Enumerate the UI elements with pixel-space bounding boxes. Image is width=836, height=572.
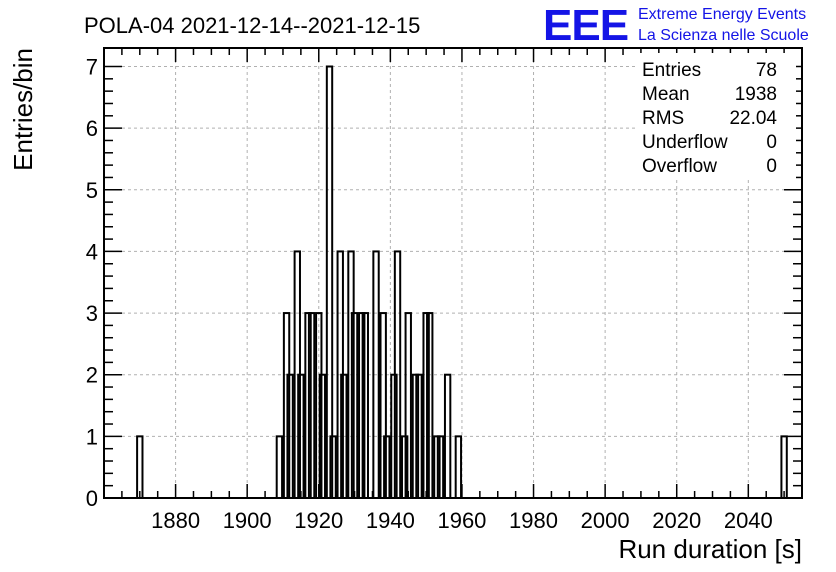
stats-value-mean: 1938: [735, 84, 777, 105]
y-axis-ticks: 0 1 2 3 4 5 6 7: [86, 54, 802, 511]
x-tick-label-2000: 2000: [581, 508, 630, 533]
stats-label-mean: Mean: [642, 84, 690, 105]
x-tick-label-1900: 1900: [223, 508, 272, 533]
y-tick-label-7: 7: [86, 54, 98, 79]
y-tick-label-1: 1: [86, 424, 98, 449]
eee-logo-mark: EEE: [543, 1, 628, 50]
x-tick-label-1940: 1940: [366, 508, 415, 533]
x-tick-label-1960: 1960: [437, 508, 486, 533]
x-tick-label-1920: 1920: [294, 508, 343, 533]
stats-value-overflow: 0: [766, 156, 777, 177]
y-tick-label-4: 4: [86, 239, 98, 264]
y-tick-label-6: 6: [86, 116, 98, 141]
x-tick-label-2020: 2020: [652, 508, 701, 533]
histogram-bin-1870: [136, 435, 144, 500]
x-axis-label: Run duration [s]: [618, 534, 802, 564]
grid: [104, 48, 802, 498]
y-tick-label-3: 3: [86, 301, 98, 326]
histogram-bin-1923: [325, 65, 334, 499]
stats-label-entries: Entries: [642, 60, 701, 81]
stats-label-rms: RMS: [642, 108, 684, 129]
eee-logo-line2: La Scienza nelle Scuole: [638, 27, 809, 44]
stats-label-underflow: Underflow: [642, 132, 728, 153]
x-tick-label-1880: 1880: [151, 508, 200, 533]
histogram-bin-1909: [275, 435, 284, 500]
histogram-bin-2050: [780, 435, 788, 500]
chart-title: POLA-04 2021-12-14--2021-12-15: [84, 13, 420, 38]
stats-value-underflow: 0: [766, 132, 777, 153]
x-axis-ticks: 1880 1900 1920 1940 1960 1980 2000 2020 2040: [103, 48, 803, 533]
eee-logo: EEE Extreme Energy Events La Scienza nel…: [543, 1, 809, 50]
y-tick-label-5: 5: [86, 178, 98, 203]
eee-logo-line1: Extreme Energy Events: [638, 6, 806, 23]
y-axis-label: Entries/bin: [8, 48, 38, 171]
x-tick-label-2040: 2040: [724, 508, 773, 533]
stats-value-entries: 78: [756, 60, 777, 81]
stats-label-overflow: Overflow: [642, 156, 717, 177]
y-tick-label-0: 0: [86, 486, 98, 511]
stats-value-rms: 22.04: [729, 108, 777, 129]
histogram-bin-1959: [454, 435, 463, 500]
y-tick-label-2: 2: [86, 363, 98, 388]
x-tick-label-1980: 1980: [509, 508, 558, 533]
stats-box-bg: [636, 53, 796, 180]
plot-frame: [103, 47, 803, 499]
